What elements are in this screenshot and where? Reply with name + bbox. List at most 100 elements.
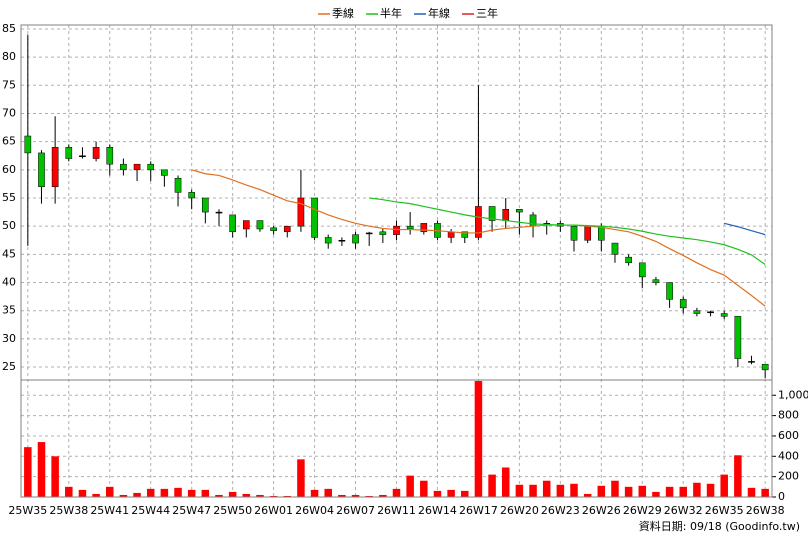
volume-bar — [747, 487, 756, 497]
candle-body — [311, 197, 318, 238]
volume-bar — [174, 487, 182, 497]
volume-bar — [297, 459, 305, 497]
legend-label: 年線 — [428, 6, 450, 20]
volume-bar — [310, 489, 319, 497]
candle-body — [420, 223, 428, 233]
candle-body — [570, 225, 578, 241]
volume-bar — [392, 488, 401, 497]
candle-body — [693, 310, 701, 314]
volume-bar — [242, 493, 251, 497]
y2-tick-label: 200 — [778, 470, 799, 483]
candle-body — [666, 282, 673, 300]
volume-bar — [652, 491, 660, 497]
x-tick-label: 26W04 — [295, 504, 334, 517]
x-tick-label: 26W26 — [582, 504, 621, 517]
candle-body — [297, 197, 305, 227]
volume-bar — [761, 488, 769, 497]
x-tick-label: 26W23 — [541, 504, 580, 517]
candle-body — [106, 147, 114, 165]
candle-body — [720, 313, 728, 317]
volume-bar — [228, 491, 237, 497]
candle-body — [174, 178, 182, 193]
y-tick-label: 75 — [2, 78, 16, 91]
candle-body — [120, 163, 127, 171]
candle-body — [188, 192, 196, 199]
x-tick-label: 26W29 — [623, 504, 662, 517]
volume-bar — [706, 483, 715, 497]
y-tick-label: 55 — [2, 191, 16, 204]
x-tick-label: 26W07 — [336, 504, 375, 517]
volume-bar — [488, 474, 496, 497]
x-tick-label: 25W41 — [90, 504, 129, 517]
volume-bar — [515, 484, 524, 497]
legend-label: 季線 — [332, 6, 354, 20]
x-tick-label: 25W44 — [131, 504, 170, 517]
candle-body — [202, 197, 209, 213]
y2-tick-label: 600 — [778, 429, 799, 442]
y-tick-label: 65 — [2, 135, 16, 148]
y2-tick-label: 0 — [778, 490, 785, 503]
volume-bar — [51, 456, 59, 497]
volume-bar — [105, 486, 114, 497]
volume-bar — [624, 486, 633, 497]
y2-tick-label: 800 — [778, 409, 799, 422]
volume-bar — [338, 494, 346, 497]
volume-bar — [734, 455, 742, 497]
plot-frame — [20, 24, 773, 498]
candle-body — [38, 152, 45, 187]
candle-body — [584, 225, 591, 241]
candle-body — [625, 256, 632, 264]
candle-body — [229, 214, 236, 233]
volume-bar — [611, 480, 619, 497]
volume-bar — [65, 486, 73, 497]
candle-body — [406, 225, 414, 230]
candle-body — [502, 209, 510, 221]
volume-bar — [556, 484, 565, 497]
volume-bar — [420, 480, 428, 497]
candle-body — [24, 135, 32, 154]
volume-bar — [256, 494, 264, 497]
candle-body — [161, 169, 168, 176]
y-tick-label: 40 — [2, 276, 16, 289]
y-tick-label: 60 — [2, 163, 16, 176]
footer: 資料日期: 09/18 (Goodinfo.tw) — [639, 519, 800, 533]
candle-body — [707, 311, 714, 314]
candle-body — [597, 225, 605, 241]
candle-body — [379, 231, 387, 235]
x-tick-label: 26W14 — [418, 504, 457, 517]
volume-bar — [529, 484, 537, 497]
volume-bar — [283, 495, 292, 497]
x-tick-label: 25W47 — [172, 504, 211, 517]
volume-bar — [406, 475, 414, 497]
volume-bar — [119, 494, 128, 497]
candle-body — [92, 147, 100, 159]
candle-body — [393, 225, 400, 235]
volume-bar — [597, 485, 606, 497]
y-tick-label: 70 — [2, 106, 16, 119]
x-tick-label: 26W20 — [500, 504, 539, 517]
volume-bar — [720, 474, 728, 497]
candle-body — [79, 155, 86, 157]
candle-body — [488, 206, 496, 221]
x-tick-label: 26W38 — [746, 504, 785, 517]
candle-body — [365, 232, 373, 235]
volume-bar — [187, 489, 196, 497]
y-tick-label: 85 — [2, 22, 16, 35]
y-tick-label: 80 — [2, 50, 16, 63]
volume-bar — [542, 480, 551, 497]
volume-bar — [215, 494, 223, 497]
volume-bar — [133, 492, 141, 497]
candle-body — [215, 211, 223, 214]
volume-bar — [365, 495, 373, 497]
y-tick-label: 45 — [2, 247, 16, 260]
volume-bar — [146, 488, 155, 497]
volume-bar — [351, 494, 360, 497]
y2-tick-label: 1,000 — [778, 388, 808, 401]
volume-bar — [447, 489, 455, 497]
volume-bar — [379, 494, 387, 497]
candle-body — [748, 361, 755, 363]
volume-bar — [92, 493, 100, 497]
candle-body — [638, 262, 646, 278]
candle-body — [352, 234, 359, 244]
